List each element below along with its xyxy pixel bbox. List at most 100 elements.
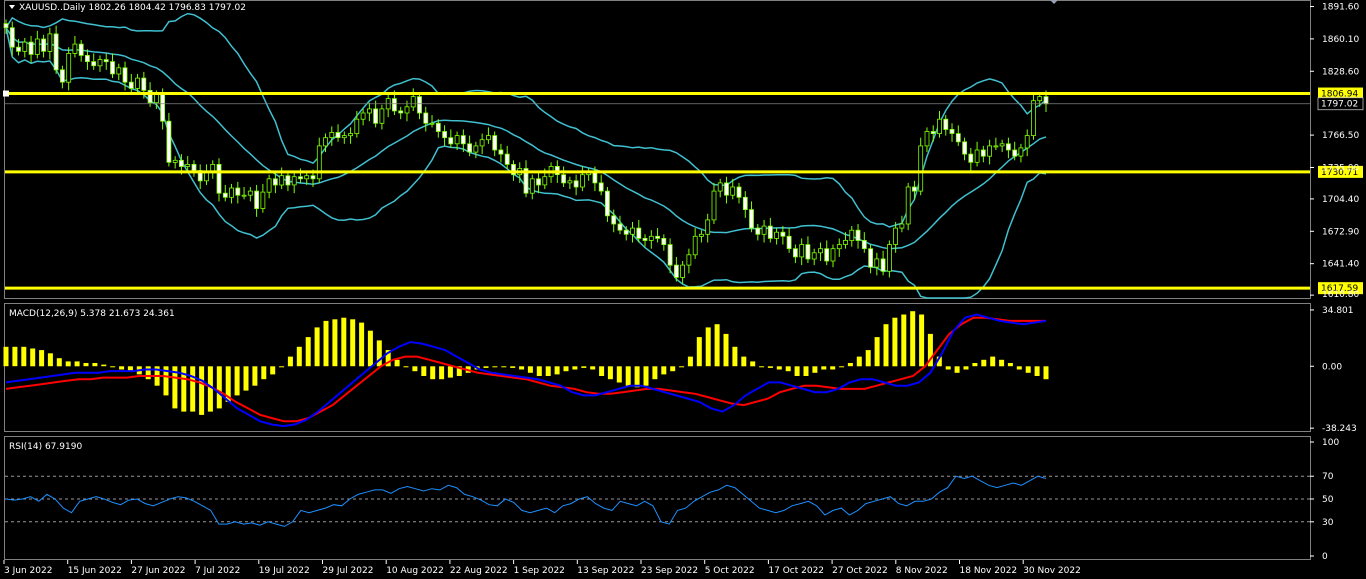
- macd-histogram-bar: [874, 337, 880, 367]
- rsi-line: [5, 475, 1047, 527]
- candle: [1006, 137, 1011, 159]
- candle: [949, 123, 955, 142]
- macd-histogram-bar: [314, 327, 320, 367]
- candle-body: [974, 149, 980, 163]
- candle: [711, 182, 717, 224]
- macd-histogram-bar: [65, 361, 71, 367]
- candle-body: [423, 112, 429, 124]
- macd-histogram-bar: [661, 366, 667, 375]
- macd-histogram-bar: [30, 348, 36, 367]
- candle: [686, 248, 692, 274]
- candle: [379, 104, 385, 130]
- chart-shift-marker-icon[interactable]: [1050, 0, 1058, 4]
- candle: [955, 125, 961, 146]
- macd-histogram-bar: [359, 322, 365, 367]
- candle: [435, 119, 441, 138]
- candle-body: [598, 182, 604, 192]
- candle-body: [47, 33, 53, 52]
- candle: [937, 110, 942, 138]
- candle-body: [661, 237, 667, 245]
- date-tick-label: 30 Nov 2022: [1023, 566, 1081, 576]
- candle: [354, 110, 360, 138]
- candle: [110, 53, 115, 79]
- candle: [103, 53, 109, 70]
- macd-histogram-bar: [643, 366, 649, 386]
- candle: [53, 25, 59, 74]
- candle-body: [498, 149, 504, 155]
- rsi-tick-label: 70: [1322, 472, 1334, 482]
- candle: [523, 160, 529, 198]
- candle-body: [454, 135, 460, 145]
- candle: [843, 232, 848, 249]
- candle-body: [1024, 135, 1030, 149]
- candle: [1024, 129, 1030, 157]
- candle: [335, 124, 341, 142]
- macd-histogram-bar: [599, 366, 605, 376]
- macd-histogram-bar: [563, 366, 569, 372]
- candle: [805, 236, 811, 264]
- candle-body: [172, 159, 178, 163]
- candle-body: [341, 135, 347, 139]
- level-anchor-marker: [3, 90, 9, 97]
- candle: [85, 49, 90, 70]
- candle: [316, 137, 322, 183]
- candle: [642, 234, 648, 247]
- candle-body: [605, 190, 610, 217]
- candle: [442, 125, 448, 146]
- candle-body: [980, 149, 986, 157]
- candle: [204, 164, 209, 185]
- bollinger-middle-band: [5, 27, 1047, 250]
- candle-body: [272, 178, 278, 186]
- candle: [617, 215, 623, 235]
- candle: [667, 238, 673, 274]
- candle-body: [761, 225, 767, 235]
- macd-histogram-bar: [56, 358, 62, 367]
- macd-histogram-bar: [279, 366, 285, 368]
- candle-body: [824, 248, 830, 262]
- candle-body: [611, 215, 617, 225]
- date-tick-label: 3 Jun 2022: [4, 566, 52, 576]
- candle: [454, 131, 460, 150]
- candle: [736, 182, 742, 204]
- candle-body: [655, 235, 660, 239]
- macd-histogram-bar: [972, 363, 978, 367]
- candle-body: [28, 41, 34, 55]
- candle-body: [905, 186, 911, 225]
- date-tick-label: 19 Jul 2022: [259, 566, 310, 576]
- candle-body: [529, 178, 535, 194]
- level-price-box: [1318, 282, 1363, 295]
- candle-body: [222, 192, 228, 198]
- candle: [91, 53, 97, 70]
- candle: [473, 141, 479, 159]
- macd-histogram-bar: [892, 317, 898, 367]
- candle-body: [849, 229, 855, 241]
- candle-body: [335, 132, 341, 138]
- candle-body: [128, 81, 134, 89]
- dropdown-triangle-icon[interactable]: [9, 5, 15, 9]
- price-axis: 1891.60 1860.10 1828.60 1766.50 1735.00 1704.…: [1310, 3, 1359, 300]
- panel-frames: [4, 0, 1311, 560]
- candle-body: [918, 145, 924, 192]
- candle-body: [780, 231, 786, 237]
- candle: [360, 108, 366, 126]
- candle-body: [573, 180, 579, 188]
- candle: [429, 115, 435, 128]
- macd-histogram-bar: [1034, 366, 1040, 376]
- symbol-header: XAUUSD..Daily 1802.26 1804.42 1796.83 17…: [19, 3, 246, 13]
- price-tick-label: 1828.60: [1322, 67, 1359, 77]
- candle-body: [354, 118, 360, 134]
- macd-histogram-bar: [963, 366, 969, 370]
- macd-histogram-bar: [501, 366, 507, 368]
- candle: [899, 215, 905, 233]
- rsi-tick-label: 0: [1322, 552, 1328, 562]
- candle-body: [686, 254, 692, 266]
- candle-body: [404, 106, 410, 114]
- candle: [774, 228, 779, 245]
- candle-body: [1043, 96, 1049, 105]
- macd-histogram-bar: [714, 324, 720, 367]
- price-tick-label: 1704.40: [1322, 195, 1359, 205]
- candle: [836, 238, 842, 257]
- candle: [674, 256, 679, 282]
- level-price-label: 1806.94: [1321, 90, 1358, 100]
